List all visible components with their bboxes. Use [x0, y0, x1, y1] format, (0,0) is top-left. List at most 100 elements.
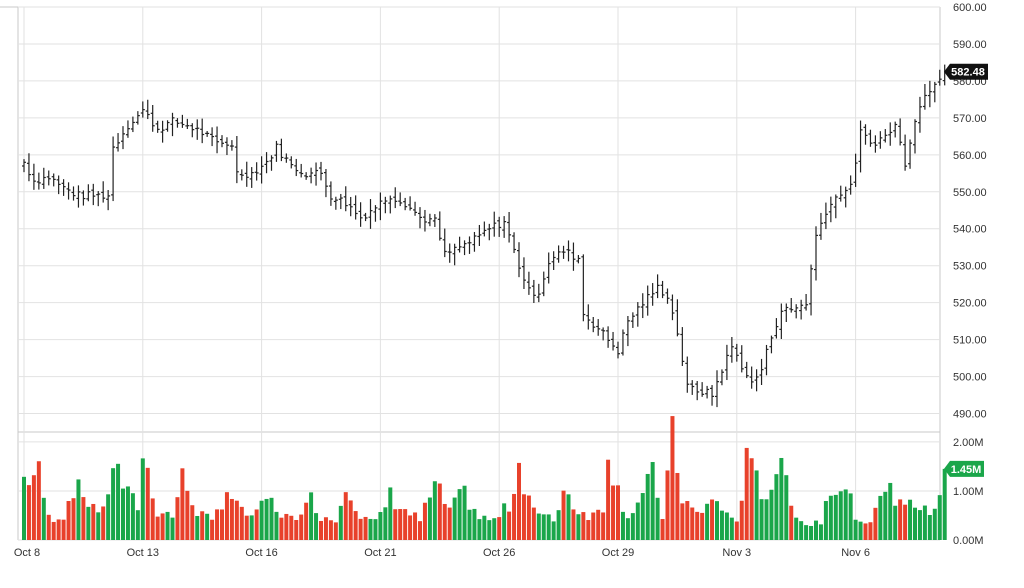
ohlc-bar	[155, 120, 160, 133]
price-tick-label: 540.00	[953, 224, 987, 236]
volume-bar	[388, 487, 393, 540]
volume-bar	[804, 525, 809, 540]
volume-bar	[254, 509, 259, 540]
ohlc-bar	[719, 369, 724, 386]
volume-bar	[927, 515, 932, 540]
ohlc-bar	[22, 159, 26, 173]
volume-bar	[492, 518, 497, 540]
ohlc-bar	[794, 304, 799, 319]
volume-bar	[96, 512, 101, 540]
ohlc-bar	[234, 136, 239, 184]
ohlc-bar	[764, 344, 769, 376]
ohlc-bar	[630, 312, 635, 328]
ohlc-bar	[828, 196, 833, 223]
ohlc-bar	[601, 327, 606, 341]
ohlc-bar	[96, 191, 101, 207]
volume-bar	[452, 497, 457, 540]
ohlc-bar	[818, 212, 823, 240]
ohlc-bar	[116, 133, 121, 152]
volume-bar	[526, 495, 531, 540]
volume-bar	[536, 513, 541, 540]
volume-bar	[328, 520, 333, 540]
ohlc-bar	[457, 236, 462, 253]
ohlc-bar	[561, 245, 566, 259]
ohlc-bar	[492, 211, 497, 237]
volume-bar	[190, 505, 195, 540]
ohlc-bar	[175, 118, 180, 128]
volume-bar	[942, 468, 947, 540]
ohlc-bar	[472, 231, 477, 252]
ohlc-bar	[759, 358, 764, 385]
volume-bar	[695, 511, 700, 540]
ohlc-bar	[388, 195, 393, 214]
volume-bar	[764, 499, 769, 540]
ohlc-bar	[353, 195, 358, 220]
ohlc-bar	[61, 179, 66, 196]
price-tick-label: 550.00	[953, 187, 987, 199]
ohlc-bar	[180, 114, 185, 128]
volume-bar	[299, 514, 304, 540]
volume-bar	[913, 507, 917, 540]
volume-bar	[556, 510, 561, 540]
ohlc-bar	[210, 127, 215, 147]
ohlc-bar	[917, 96, 922, 133]
volume-bar	[814, 520, 818, 540]
ohlc-bar	[229, 140, 234, 151]
volume-bar	[591, 512, 596, 540]
volume-bar	[606, 459, 611, 540]
ohlc-bar	[799, 299, 804, 320]
volume-bar	[937, 495, 942, 540]
ohlc-bar	[710, 385, 715, 406]
ohlc-bar	[140, 101, 145, 118]
ohlc-bar	[328, 181, 333, 206]
ohlc-bar	[363, 212, 368, 222]
last-volume-badge-shape	[944, 460, 984, 477]
volume-bar	[368, 518, 373, 540]
ohlc-bar	[749, 366, 754, 389]
price-tick-label: 520.00	[953, 298, 987, 310]
ohlc-bar	[541, 271, 546, 297]
volume-bar	[353, 511, 358, 540]
ohlc-bar	[536, 283, 541, 303]
ohlc-bar	[165, 120, 170, 132]
ohlc-bar	[66, 182, 71, 200]
ohlc-bar	[299, 163, 304, 178]
ohlc-bar	[814, 226, 818, 281]
volume-bar	[561, 490, 566, 540]
ohlc-bar	[868, 129, 873, 147]
ohlc-bar	[338, 193, 343, 210]
volume-bar	[358, 518, 363, 540]
volume-bar	[244, 515, 249, 540]
ohlc-bar	[269, 155, 274, 171]
price-tick-label: 530.00	[953, 261, 987, 273]
ohlc-bar	[853, 153, 858, 187]
volume-bar	[660, 519, 665, 540]
date-tick-label: Oct 16	[245, 547, 277, 559]
volume-bar	[130, 493, 135, 540]
ohlc-bar	[804, 294, 809, 311]
ohlc-bar	[56, 175, 61, 195]
ohlc-bar	[304, 172, 309, 180]
price-tick-label: 570.00	[953, 113, 987, 125]
volume-bar	[858, 521, 863, 540]
volume-bar	[71, 498, 76, 540]
volume-bar	[482, 515, 487, 540]
volume-bars	[22, 416, 947, 540]
volume-bar	[521, 494, 526, 540]
ohlc-bar	[264, 152, 269, 174]
ohlc-bar	[205, 131, 210, 137]
ohlc-bar	[249, 167, 254, 188]
ohlc-bar	[160, 120, 165, 143]
volume-bar	[769, 489, 774, 540]
ohlc-bar	[729, 337, 734, 363]
ohlc-bar	[437, 211, 442, 241]
ohlc-bar	[314, 162, 319, 186]
ohlc-bar	[195, 119, 200, 140]
volume-bar	[437, 483, 442, 540]
volume-bar	[784, 475, 789, 540]
volume-bar	[165, 511, 170, 540]
volume-bar	[413, 512, 418, 540]
volume-bar	[140, 458, 145, 540]
volume-bar	[868, 522, 873, 540]
ohlc-bar	[640, 293, 645, 319]
